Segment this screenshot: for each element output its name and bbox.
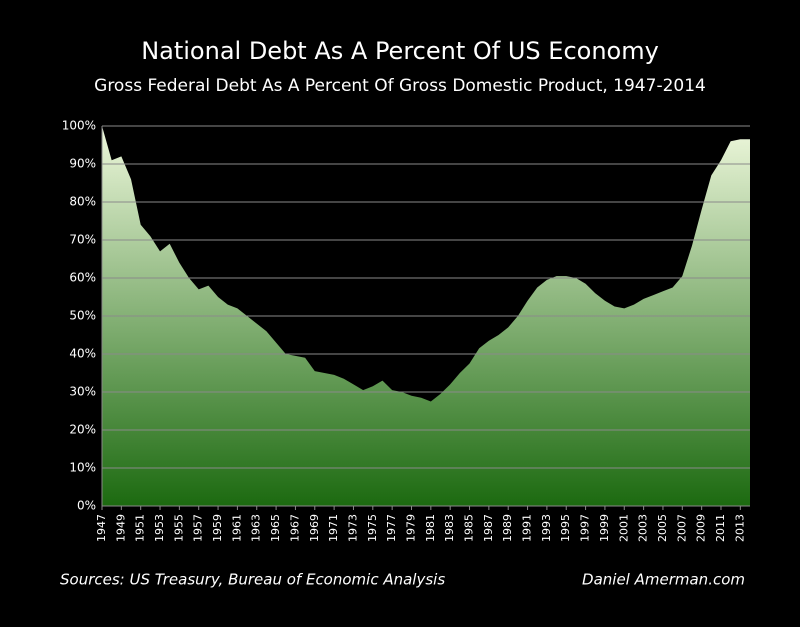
x-tick-label: 1959 bbox=[211, 514, 224, 542]
x-tick-label: 1963 bbox=[250, 514, 263, 542]
x-tick-label: 2013 bbox=[733, 514, 746, 542]
x-tick-label: 1965 bbox=[269, 514, 282, 542]
x-tick-label: 1985 bbox=[463, 514, 476, 542]
x-tick-label: 1969 bbox=[308, 514, 321, 542]
y-tick-label: 100% bbox=[62, 119, 96, 133]
x-tick-label: 1947 bbox=[95, 514, 108, 542]
x-tick-label: 1951 bbox=[134, 514, 147, 542]
x-tick-label: 1967 bbox=[288, 514, 301, 542]
y-tick-label: 20% bbox=[69, 423, 96, 437]
x-tick-label: 1991 bbox=[521, 514, 534, 542]
x-tick-label: 2007 bbox=[675, 514, 688, 542]
chart-subtitle: Gross Federal Debt As A Percent Of Gross… bbox=[94, 76, 706, 96]
y-tick-label: 80% bbox=[69, 195, 96, 209]
y-tick-label: 10% bbox=[69, 461, 96, 475]
x-tick-label: 2001 bbox=[617, 514, 630, 542]
x-tick-label: 1953 bbox=[153, 514, 166, 542]
x-tick-label: 2003 bbox=[637, 514, 650, 542]
x-tick-label: 1987 bbox=[482, 514, 495, 542]
x-tick-label: 1975 bbox=[366, 514, 379, 542]
area bbox=[102, 126, 750, 506]
x-tick-label: 2011 bbox=[714, 514, 727, 542]
x-tick-label: 1989 bbox=[501, 514, 514, 542]
chart-title: National Debt As A Percent Of US Economy bbox=[141, 37, 659, 65]
x-tick-label: 1999 bbox=[598, 514, 611, 542]
x-tick-label: 1971 bbox=[327, 514, 340, 542]
x-tick-label: 1983 bbox=[443, 514, 456, 542]
x-tick-label: 1995 bbox=[559, 514, 572, 542]
y-tick-label: 90% bbox=[69, 157, 96, 171]
y-tick-label: 50% bbox=[69, 309, 96, 323]
x-tick-label: 1973 bbox=[346, 514, 359, 542]
y-tick-label: 60% bbox=[69, 271, 96, 285]
x-tick-label: 2005 bbox=[656, 514, 669, 542]
y-tick-label: 40% bbox=[69, 347, 96, 361]
y-tick-label: 30% bbox=[69, 385, 96, 399]
x-tick-label: 1997 bbox=[579, 514, 592, 542]
x-tick-label: 1979 bbox=[404, 514, 417, 542]
x-tick-label: 1977 bbox=[385, 514, 398, 542]
x-tick-label: 2009 bbox=[695, 514, 708, 542]
source-note: Sources: US Treasury, Bureau of Economic… bbox=[60, 571, 445, 589]
x-tick-label: 1949 bbox=[114, 514, 127, 542]
x-tick-label: 1961 bbox=[230, 514, 243, 542]
y-tick-label: 70% bbox=[69, 233, 96, 247]
credit: Daniel Amerman.com bbox=[582, 571, 745, 589]
x-tick-label: 1993 bbox=[540, 514, 553, 542]
y-tick-label: 0% bbox=[77, 499, 96, 513]
x-tick-label: 1957 bbox=[192, 514, 205, 542]
x-tick-label: 1955 bbox=[172, 514, 185, 542]
x-tick-label: 1981 bbox=[424, 514, 437, 542]
